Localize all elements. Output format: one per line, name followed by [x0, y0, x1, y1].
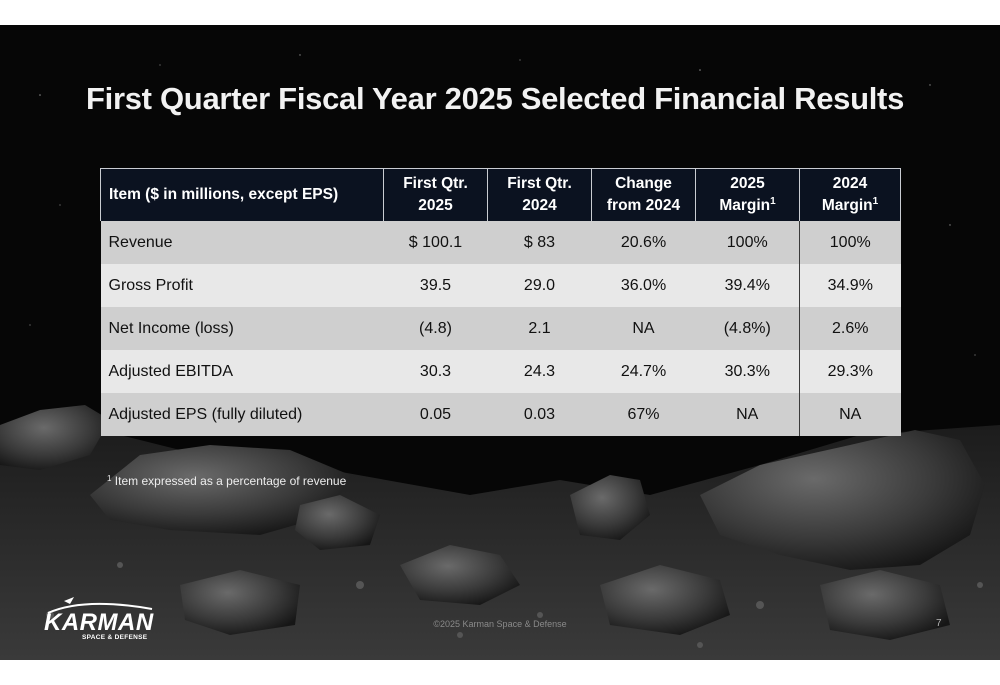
copyright-text: ©2025 Karman Space & Defense	[433, 619, 567, 629]
footnote-marker: 1	[107, 474, 112, 483]
cell-margin-2024: 2.6%	[799, 307, 901, 350]
table-header-row: Item ($ in millions, except EPS) First Q…	[100, 168, 901, 221]
cell-q1-2025: 0.05	[383, 393, 488, 436]
footnote: 1 Item expressed as a percentage of reve…	[107, 474, 346, 488]
cell-q1-2025: 30.3	[383, 350, 488, 393]
slide: First Quarter Fiscal Year 2025 Selected …	[0, 25, 1000, 660]
cell-margin-2025: (4.8%)	[695, 307, 800, 350]
cell-change: NA	[591, 307, 696, 350]
cell-margin-2025: 30.3%	[695, 350, 800, 393]
page-number: 7	[936, 618, 942, 629]
cell-change: 20.6%	[591, 221, 696, 264]
karman-logo: KARMAN SPACE & DEFENSE	[44, 595, 156, 645]
cell-q1-2024: 2.1	[487, 307, 592, 350]
cell-item: Gross Profit	[100, 264, 384, 307]
cell-q1-2024: $ 83	[487, 221, 592, 264]
header-q1-2025: First Qtr. 2025	[383, 168, 488, 221]
header-margin-2024: 2024 Margin1	[799, 168, 901, 221]
header-q1-2024: First Qtr. 2024	[487, 168, 592, 221]
cell-margin-2025: 100%	[695, 221, 800, 264]
cell-item: Adjusted EPS (fully diluted)	[100, 393, 384, 436]
cell-margin-2025: 39.4%	[695, 264, 800, 307]
cell-margin-2024: 100%	[799, 221, 901, 264]
cell-q1-2025: $ 100.1	[383, 221, 488, 264]
cell-item: Revenue	[100, 221, 384, 264]
asteroid-terrain-background	[0, 54, 1000, 660]
header-margin-2025: 2025 Margin1	[695, 168, 800, 221]
footnote-text: Item expressed as a percentage of revenu…	[114, 474, 347, 488]
cell-change: 24.7%	[591, 350, 696, 393]
cell-margin-2024: NA	[799, 393, 901, 436]
table-row: Gross Profit 39.5 29.0 36.0% 39.4% 34.9%	[100, 264, 901, 307]
table-row: Adjusted EBITDA 30.3 24.3 24.7% 30.3% 29…	[100, 350, 901, 393]
slide-title: First Quarter Fiscal Year 2025 Selected …	[86, 81, 905, 116]
cell-q1-2024: 24.3	[487, 350, 592, 393]
cell-item: Net Income (loss)	[100, 307, 384, 350]
cell-change: 36.0%	[591, 264, 696, 307]
cell-q1-2024: 29.0	[487, 264, 592, 307]
cell-margin-2025: NA	[695, 393, 800, 436]
cell-margin-2024: 34.9%	[799, 264, 901, 307]
header-change: Change from 2024	[591, 168, 696, 221]
cell-q1-2025: 39.5	[383, 264, 488, 307]
logo-swoosh-icon	[47, 597, 153, 614]
table-row: Revenue $ 100.1 $ 83 20.6% 100% 100%	[100, 221, 901, 264]
cell-item: Adjusted EBITDA	[100, 350, 384, 393]
table-row: Net Income (loss) (4.8) 2.1 NA (4.8%) 2.…	[100, 307, 901, 350]
table-row: Adjusted EPS (fully diluted) 0.05 0.03 6…	[100, 393, 901, 436]
header-item: Item ($ in millions, except EPS)	[100, 168, 384, 221]
cell-q1-2024: 0.03	[487, 393, 592, 436]
cell-change: 67%	[591, 393, 696, 436]
logo-wordmark: KARMAN	[44, 609, 154, 636]
cell-q1-2025: (4.8)	[383, 307, 488, 350]
logo-tagline: SPACE & DEFENSE	[82, 634, 148, 641]
financial-results-table: Item ($ in millions, except EPS) First Q…	[100, 168, 901, 436]
cell-margin-2024: 29.3%	[799, 350, 901, 393]
